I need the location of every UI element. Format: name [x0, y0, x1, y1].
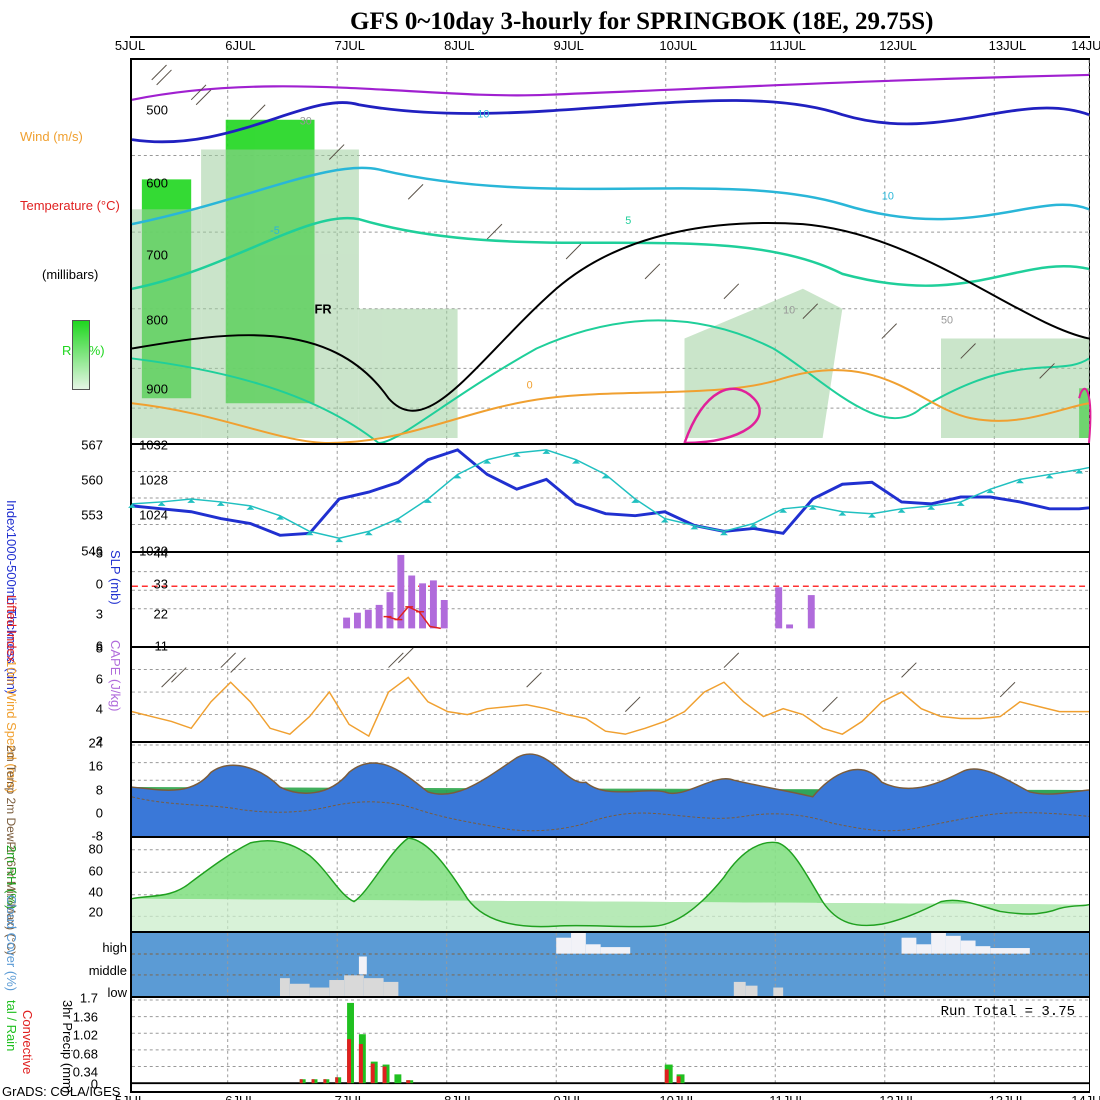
date-label-top-0: 5JUL	[115, 38, 145, 53]
millibars-axis-label: (millibars)	[42, 267, 98, 282]
temp-tick-24: 24	[67, 736, 103, 751]
svg-text:-5: -5	[270, 225, 280, 237]
temp-tick-8: 8	[67, 782, 103, 797]
cape-left-axis-label-group: Lifted Index	[4, 595, 19, 662]
thickness-tick-567: 567	[67, 438, 103, 453]
temp-dewpt-panel: 24 16 8 0 -8	[130, 741, 1090, 836]
wind-tick-4: 4	[67, 702, 103, 717]
svg-text:50: 50	[941, 315, 953, 327]
li-tick-0: 0	[67, 576, 103, 591]
cape-tick-44: 44	[132, 546, 168, 561]
date-label-bottom-4: 9JUL	[554, 1093, 584, 1100]
upper-air-meteogram-panel: FR 30 10 -5 5 10 10 0 50 500 600 700 800…	[130, 58, 1090, 443]
precip-legend-total-rain: tal / Rain	[4, 1000, 19, 1051]
precip-panel: 1.7 1.36 1.02 0.68 0.34 0 Run Total = 3.…	[130, 998, 1090, 1093]
date-label-top-2: 7JUL	[335, 38, 365, 53]
cloud-row-high: high	[62, 940, 127, 955]
date-label-bottom-8: 13JUL	[989, 1093, 1027, 1100]
pressure-tick-600: 600	[132, 175, 168, 190]
date-label-bottom-5: 10JUL	[659, 1093, 697, 1100]
li-tick--3: -3	[67, 546, 103, 561]
cloud-left-axis-label-group: Cloud Cover (%)	[4, 895, 19, 991]
date-label-top-5: 10JUL	[659, 38, 697, 53]
svg-text:FR: FR	[315, 302, 333, 317]
cape-tick-33: 33	[132, 576, 168, 591]
svg-text:5: 5	[625, 215, 631, 227]
date-label-bottom-2: 7JUL	[335, 1093, 365, 1100]
slp-tick-1024: 1024	[132, 507, 168, 522]
date-label-bottom-3: 8JUL	[444, 1093, 474, 1100]
date-label-top-6: 11JUL	[769, 38, 806, 53]
run-total-label: Run Total = 3.75	[941, 1004, 1075, 1020]
wind-tick-6: 6	[67, 671, 103, 686]
rh-2m-panel: 80 60 40 20	[130, 836, 1090, 931]
wind-tick-8: 8	[67, 641, 103, 656]
rh-tick-20: 20	[67, 905, 103, 920]
date-axis-top: 5JUL 6JUL 7JUL 8JUL 9JUL 10JUL 11JUL 12J…	[130, 36, 1090, 58]
slp-tick-1032: 1032	[132, 438, 168, 453]
li-tick-3: 3	[67, 607, 103, 622]
date-axis-bottom: 5JUL 6JUL 7JUL 8JUL 9JUL 10JUL 11JUL 12J…	[130, 1093, 1090, 1100]
svg-text:30: 30	[300, 116, 312, 128]
cape-lifted-index-panel: -3 0 3 6 44 33 22 11	[130, 551, 1090, 646]
svg-text:10: 10	[882, 190, 894, 202]
svg-text:0: 0	[527, 379, 533, 391]
pressure-tick-800: 800	[132, 313, 168, 328]
pressure-tick-700: 700	[132, 248, 168, 263]
date-label-top-9: 14JUL	[1071, 38, 1100, 53]
date-label-bottom-1: 6JUL	[225, 1093, 255, 1100]
date-label-bottom-7: 12JUL	[879, 1093, 917, 1100]
date-label-top-4: 9JUL	[554, 38, 584, 53]
wind-axis-label: Wind (m/s)	[20, 129, 83, 144]
cape-tick-22: 22	[132, 607, 168, 622]
cloud-cover-panel: high middle low	[130, 931, 1090, 998]
chart-title: GFS 0~10day 3-hourly for SPRINGBOK (18E,…	[350, 8, 1100, 36]
precip-left-axis-label-group: 3hr Precip (mm)	[60, 1000, 75, 1093]
temp-tick-0: 0	[67, 805, 103, 820]
thickness-tick-553: 553	[67, 507, 103, 522]
rh-color-scale-legend	[72, 320, 90, 390]
pressure-tick-900: 900	[132, 382, 168, 397]
rh-tick-40: 40	[67, 884, 103, 899]
pressure-tick-500: 500	[132, 102, 168, 117]
date-label-top-8: 13JUL	[989, 38, 1027, 53]
rh-tick-60: 60	[67, 863, 103, 878]
svg-text:10: 10	[477, 109, 489, 121]
svg-text:10: 10	[783, 305, 795, 317]
date-label-top-3: 8JUL	[444, 38, 474, 53]
date-label-top-7: 12JUL	[879, 38, 917, 53]
thickness-tick-560: 560	[67, 472, 103, 487]
slp-right-axis-label-group: SLP (mb)	[108, 550, 123, 605]
wind-speed-panel: 8 6 4 2	[130, 646, 1090, 741]
precip-legend-convective: Convective	[20, 1010, 35, 1074]
temp-tick-16: 16	[67, 759, 103, 774]
rh-tick-80: 80	[67, 842, 103, 857]
temperature-axis-label: Temperature (°C)	[20, 198, 120, 213]
cloud-row-middle: middle	[62, 963, 127, 978]
date-label-bottom-9: 14JUL	[1071, 1093, 1100, 1100]
date-label-bottom-6: 11JUL	[769, 1093, 806, 1100]
slp-thickness-panel: 567 560 553 546 1032 1028 1024 1020	[130, 443, 1090, 551]
slp-tick-1028: 1028	[132, 472, 168, 487]
cape-right-axis-label-group: CAPE (J/kg)	[108, 640, 123, 712]
date-label-top-1: 6JUL	[225, 38, 255, 53]
